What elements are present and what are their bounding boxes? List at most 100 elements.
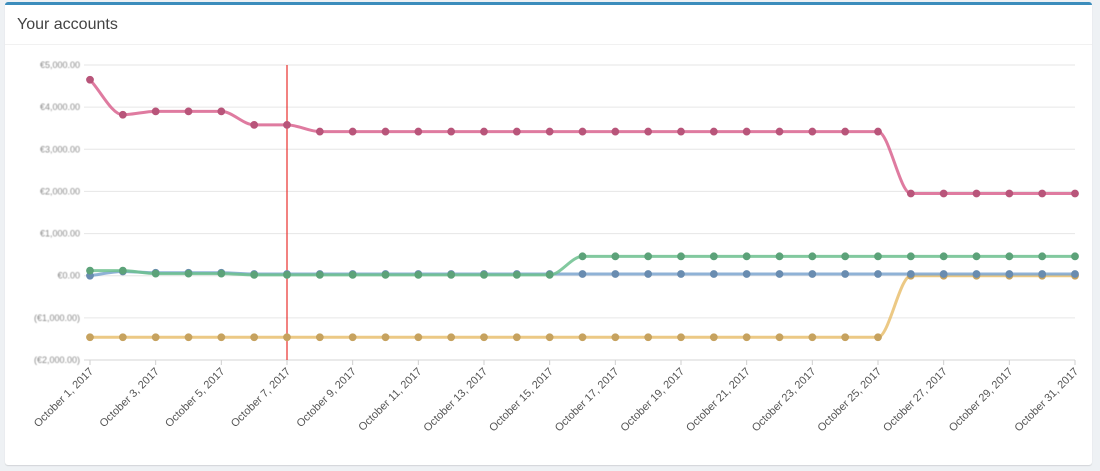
data-point[interactable]	[86, 75, 94, 84]
data-point[interactable]	[677, 252, 685, 261]
data-point[interactable]	[972, 252, 981, 261]
data-point[interactable]	[742, 333, 751, 342]
data-point[interactable]	[742, 252, 751, 261]
data-point[interactable]	[250, 120, 259, 129]
data-point[interactable]	[775, 127, 784, 136]
data-point[interactable]	[611, 270, 620, 278]
data-point[interactable]	[315, 333, 324, 342]
data-point[interactable]	[742, 127, 751, 136]
data-point[interactable]	[709, 270, 718, 278]
data-point[interactable]	[972, 189, 981, 198]
data-point[interactable]	[118, 266, 127, 275]
data-point[interactable]	[578, 127, 587, 136]
data-point[interactable]	[512, 127, 521, 136]
data-point[interactable]	[118, 333, 127, 342]
data-point[interactable]	[217, 269, 226, 278]
data-point[interactable]	[611, 333, 620, 342]
data-point[interactable]	[775, 252, 784, 261]
data-point[interactable]	[283, 120, 291, 129]
data-point[interactable]	[841, 270, 850, 278]
data-point[interactable]	[447, 127, 456, 136]
data-point[interactable]	[939, 252, 948, 261]
data-point[interactable]	[151, 269, 160, 278]
data-point[interactable]	[709, 252, 718, 261]
data-point[interactable]	[775, 333, 784, 342]
data-point[interactable]	[808, 252, 817, 261]
data-point[interactable]	[644, 252, 653, 261]
data-point[interactable]	[808, 333, 817, 342]
data-point[interactable]	[841, 252, 850, 261]
data-point[interactable]	[545, 127, 554, 136]
data-point[interactable]	[709, 333, 718, 342]
data-point[interactable]	[808, 270, 817, 278]
data-point[interactable]	[315, 270, 324, 279]
data-point[interactable]	[480, 127, 488, 136]
data-point[interactable]	[118, 110, 127, 119]
data-point[interactable]	[250, 333, 259, 342]
data-point[interactable]	[906, 270, 915, 278]
data-point[interactable]	[184, 333, 193, 342]
data-point[interactable]	[644, 127, 653, 136]
data-point[interactable]	[381, 333, 390, 342]
data-point[interactable]	[906, 189, 915, 198]
data-point[interactable]	[1005, 252, 1014, 261]
data-point[interactable]	[86, 266, 94, 275]
data-point[interactable]	[545, 333, 554, 342]
data-point[interactable]	[677, 127, 685, 136]
data-point[interactable]	[381, 270, 390, 279]
data-point[interactable]	[578, 333, 587, 342]
data-point[interactable]	[184, 107, 193, 116]
data-point[interactable]	[217, 107, 226, 116]
data-point[interactable]	[611, 252, 620, 261]
data-point[interactable]	[742, 270, 751, 278]
data-point[interactable]	[808, 127, 817, 136]
data-point[interactable]	[283, 270, 291, 279]
data-point[interactable]	[939, 189, 948, 198]
data-point[interactable]	[348, 333, 357, 342]
data-point[interactable]	[578, 252, 587, 261]
data-point[interactable]	[874, 333, 882, 342]
data-point[interactable]	[1071, 270, 1079, 278]
data-point[interactable]	[545, 270, 554, 279]
data-point[interactable]	[709, 127, 718, 136]
data-point[interactable]	[841, 127, 850, 136]
data-point[interactable]	[677, 270, 685, 278]
data-point[interactable]	[1005, 270, 1014, 278]
data-point[interactable]	[381, 127, 390, 136]
data-point[interactable]	[512, 333, 521, 342]
data-point[interactable]	[217, 333, 226, 342]
data-point[interactable]	[939, 270, 948, 278]
data-point[interactable]	[644, 333, 653, 342]
data-point[interactable]	[1071, 189, 1079, 198]
data-point[interactable]	[250, 270, 259, 279]
data-point[interactable]	[283, 333, 291, 342]
data-point[interactable]	[1038, 189, 1047, 198]
data-point[interactable]	[414, 127, 423, 136]
data-point[interactable]	[874, 252, 882, 261]
data-point[interactable]	[151, 107, 160, 116]
data-point[interactable]	[1038, 270, 1047, 278]
data-point[interactable]	[1038, 252, 1047, 261]
data-point[interactable]	[874, 270, 882, 278]
data-point[interactable]	[447, 270, 456, 279]
data-point[interactable]	[447, 333, 456, 342]
data-point[interactable]	[972, 270, 981, 278]
data-point[interactable]	[775, 270, 784, 278]
data-point[interactable]	[414, 333, 423, 342]
data-point[interactable]	[414, 270, 423, 279]
data-point[interactable]	[874, 127, 882, 136]
data-point[interactable]	[841, 333, 850, 342]
data-point[interactable]	[644, 270, 653, 278]
data-point[interactable]	[151, 333, 160, 342]
data-point[interactable]	[348, 270, 357, 279]
data-point[interactable]	[677, 333, 685, 342]
data-point[interactable]	[480, 333, 488, 342]
data-point[interactable]	[578, 270, 587, 278]
data-point[interactable]	[1071, 252, 1079, 261]
data-point[interactable]	[348, 127, 357, 136]
data-point[interactable]	[86, 333, 94, 342]
data-point[interactable]	[315, 127, 324, 136]
data-point[interactable]	[184, 269, 193, 278]
data-point[interactable]	[611, 127, 620, 136]
data-point[interactable]	[1005, 189, 1014, 198]
